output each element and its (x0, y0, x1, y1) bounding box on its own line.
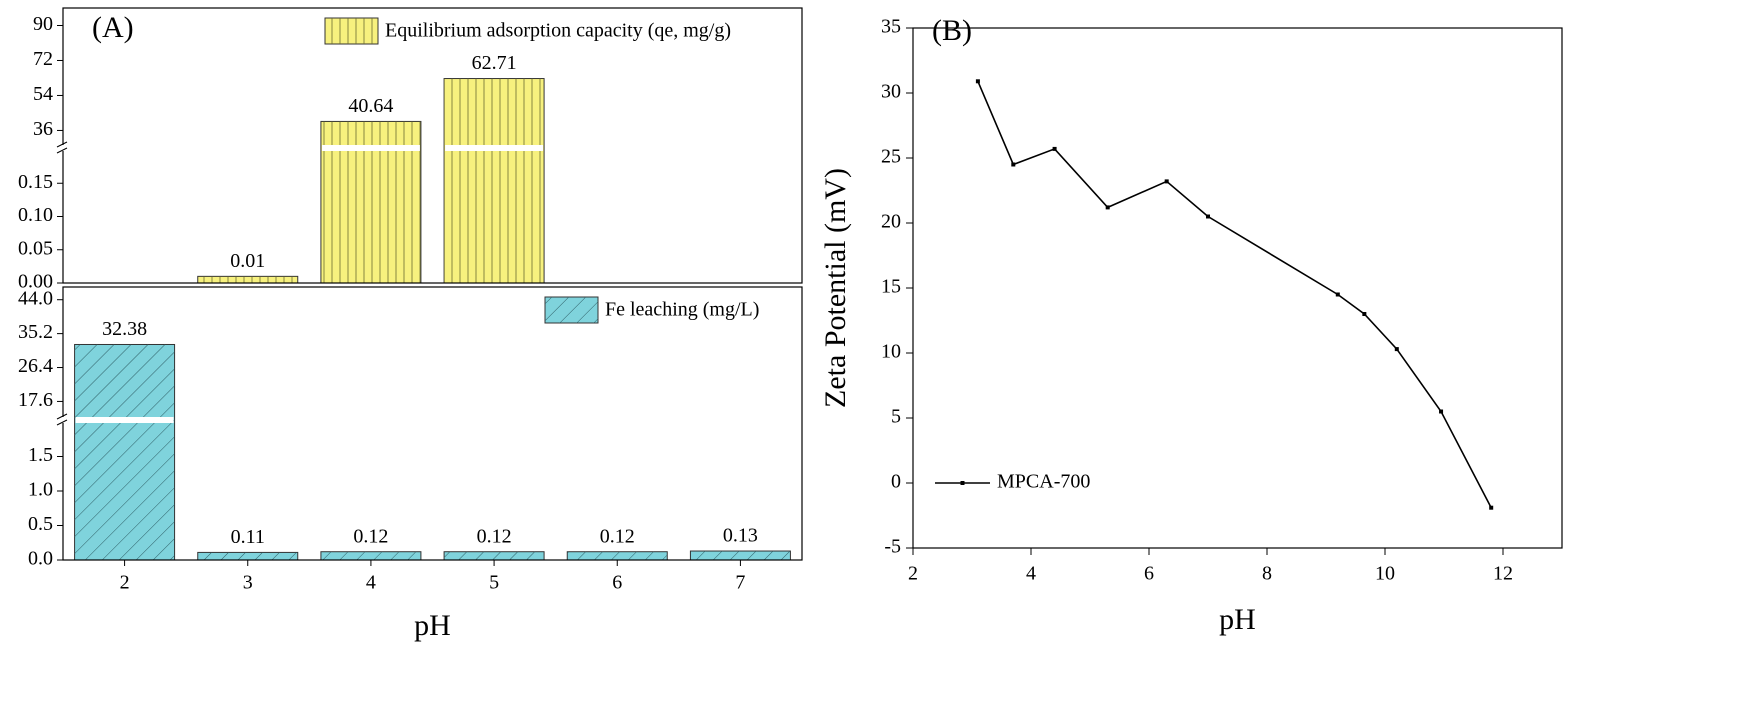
y-tick-label: 0.0 (28, 548, 53, 570)
data-label: 40.64 (348, 95, 393, 117)
y-tick-label: 54 (33, 83, 53, 105)
x-tick-label: 3 (243, 572, 253, 594)
axis-break-mark (56, 141, 68, 148)
point (1489, 505, 1494, 510)
point (975, 79, 980, 84)
bar-hatch (690, 551, 791, 560)
x-tick-label: 8 (1262, 563, 1272, 585)
data-label: 0.12 (353, 525, 388, 547)
data-label: 0.01 (230, 250, 265, 272)
y-tick-label: 26.4 (18, 355, 53, 377)
bar-hatch (74, 344, 175, 560)
x-tick-label: 12 (1493, 563, 1513, 585)
y-tick-label: 35 (881, 16, 901, 38)
plot-frame (62, 7, 803, 284)
axis-break-mark (56, 413, 68, 420)
x-tick-label: 2 (908, 563, 918, 585)
y-axis-label: Zeta Potential (mV) (819, 168, 852, 408)
bar-hatch (320, 551, 421, 560)
y-tick-label: 72 (33, 48, 53, 70)
axis-break-mark (56, 419, 68, 426)
bar-hatch (567, 551, 668, 560)
x-axis-label: pH (414, 609, 451, 642)
y-tick-label: 0.05 (18, 237, 53, 259)
panel-label: (B) (932, 14, 972, 47)
data-label: 0.12 (477, 525, 512, 547)
x-tick-label: 4 (366, 572, 376, 594)
y-tick-label: 1.0 (28, 479, 53, 501)
legend-hatch (325, 18, 378, 44)
point (1394, 347, 1399, 352)
data-label: 62.71 (472, 52, 517, 74)
y-tick-label: 0.15 (18, 171, 53, 193)
x-axis-label: pH (1219, 603, 1256, 636)
x-tick-label: 6 (1144, 563, 1154, 585)
y-tick-label: 17.6 (18, 389, 53, 411)
y-tick-label: 25 (881, 146, 901, 168)
legend-hatch (545, 297, 598, 323)
y-tick-label: 36 (33, 118, 53, 140)
y-tick-label: 0 (891, 471, 901, 493)
axis-break (57, 145, 69, 151)
x-tick-label: 7 (735, 572, 745, 594)
legend-label: MPCA-700 (997, 471, 1090, 493)
legend-label: Equilibrium adsorption capacity (qe, mg/… (385, 20, 731, 42)
legend-label: Fe leaching (mg/L) (605, 299, 759, 321)
x-tick-label: 5 (489, 572, 499, 594)
axis-break-gap (321, 145, 420, 151)
axis-break-mark (56, 147, 68, 154)
bar-hatch (197, 552, 298, 560)
point (1362, 312, 1367, 316)
data-label: 0.11 (231, 526, 265, 548)
y-tick-label: 0.10 (18, 204, 53, 226)
data-label: 0.12 (600, 525, 635, 547)
axis-break (57, 417, 69, 423)
bar-hatch (444, 551, 545, 560)
panel-label: (A) (92, 11, 134, 44)
y-tick-label: 90 (33, 13, 53, 35)
line (977, 80, 1492, 509)
y-tick-label: 5 (891, 406, 901, 428)
data-label: 32.38 (102, 318, 147, 340)
y-tick-label: 0.5 (28, 513, 53, 535)
axis-break-gap (445, 145, 544, 151)
point (1052, 146, 1057, 151)
point (1164, 179, 1169, 184)
y-tick-label: 44.0 (18, 287, 53, 309)
point (1206, 214, 1210, 219)
y-tick-label: 10 (881, 341, 901, 363)
point (1011, 162, 1016, 167)
y-tick-label: 30 (881, 81, 901, 103)
bar-hatch (197, 276, 298, 283)
data-label: 0.13 (723, 525, 758, 547)
y-tick-label: 35.2 (18, 321, 53, 343)
x-tick-label: 10 (1375, 563, 1395, 585)
y-tick-label: 1.5 (28, 444, 53, 466)
y-tick-label: 15 (881, 276, 901, 298)
point (1335, 292, 1340, 297)
x-tick-label: 4 (1026, 563, 1036, 585)
y-tick-label: 20 (881, 211, 901, 233)
axis-break-gap (75, 417, 174, 423)
x-tick-label: 6 (612, 572, 622, 594)
legend-point (960, 481, 965, 485)
point (1105, 205, 1110, 210)
point (1439, 409, 1444, 414)
x-tick-label: 2 (120, 572, 130, 594)
bar-hatch (444, 78, 545, 283)
y-tick-label: -5 (884, 536, 901, 558)
y-tick-label: 0.00 (18, 271, 53, 293)
plot-frame (62, 286, 803, 561)
